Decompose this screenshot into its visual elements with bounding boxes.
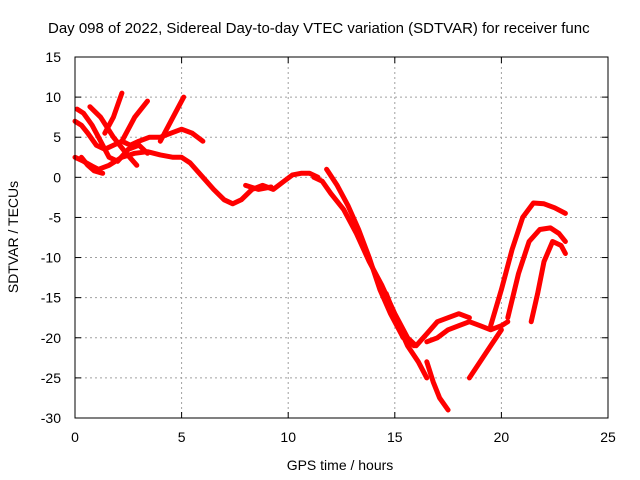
series-line-arc-3 bbox=[74, 106, 150, 164]
y-tick-label: -20 bbox=[41, 330, 61, 346]
plot-frame bbox=[74, 56, 609, 419]
series-line-arc-6 bbox=[157, 94, 187, 144]
series-line-arc-2 bbox=[72, 118, 206, 152]
y-tick-label: -10 bbox=[41, 250, 61, 266]
series-line-arc-5 bbox=[119, 98, 150, 144]
grid-layer bbox=[75, 57, 608, 418]
y-tick-label: -15 bbox=[41, 290, 61, 306]
y-tick-label: 15 bbox=[45, 49, 61, 65]
x-tick-label: 5 bbox=[178, 429, 186, 445]
series-line-arc-1 bbox=[72, 149, 321, 207]
y-axis-title: SDTVAR / TECUs bbox=[5, 181, 21, 293]
series-line-arc-12 bbox=[383, 291, 430, 381]
y-tick-label: 0 bbox=[53, 169, 61, 185]
y-tick-label: -30 bbox=[41, 410, 61, 426]
series-line-arc-15 bbox=[466, 327, 504, 381]
series-line-arc-14 bbox=[424, 319, 511, 345]
y-tick-label: 10 bbox=[45, 89, 61, 105]
tick-layer: 0 5 10 15 20 25 -30 -25 -20 -15 -10 -5 0 5 10 15 bbox=[41, 49, 616, 445]
x-tick-label: 25 bbox=[600, 429, 616, 445]
y-tick-label: -25 bbox=[41, 370, 61, 386]
series-layer bbox=[72, 90, 568, 413]
y-tick-label: -5 bbox=[49, 209, 62, 225]
series-line-arc-9 bbox=[243, 182, 274, 192]
x-tick-label: 20 bbox=[494, 429, 510, 445]
series-line-arc-17 bbox=[505, 225, 568, 321]
series-line-arc-8 bbox=[78, 154, 106, 176]
x-tick-label: 0 bbox=[71, 429, 79, 445]
x-tick-label: 15 bbox=[387, 429, 403, 445]
series-line-arc-13 bbox=[424, 359, 451, 413]
series-line-arc-16 bbox=[488, 200, 568, 329]
y-tick-label: 5 bbox=[53, 129, 61, 145]
series-line-arc-7 bbox=[87, 104, 140, 168]
x-tick-label: 10 bbox=[280, 429, 296, 445]
x-axis-title: GPS time / hours bbox=[287, 457, 394, 473]
chart-title: Day 098 of 2022, Sidereal Day-to-day VTE… bbox=[48, 20, 590, 37]
series-line-arc-18 bbox=[528, 239, 568, 325]
